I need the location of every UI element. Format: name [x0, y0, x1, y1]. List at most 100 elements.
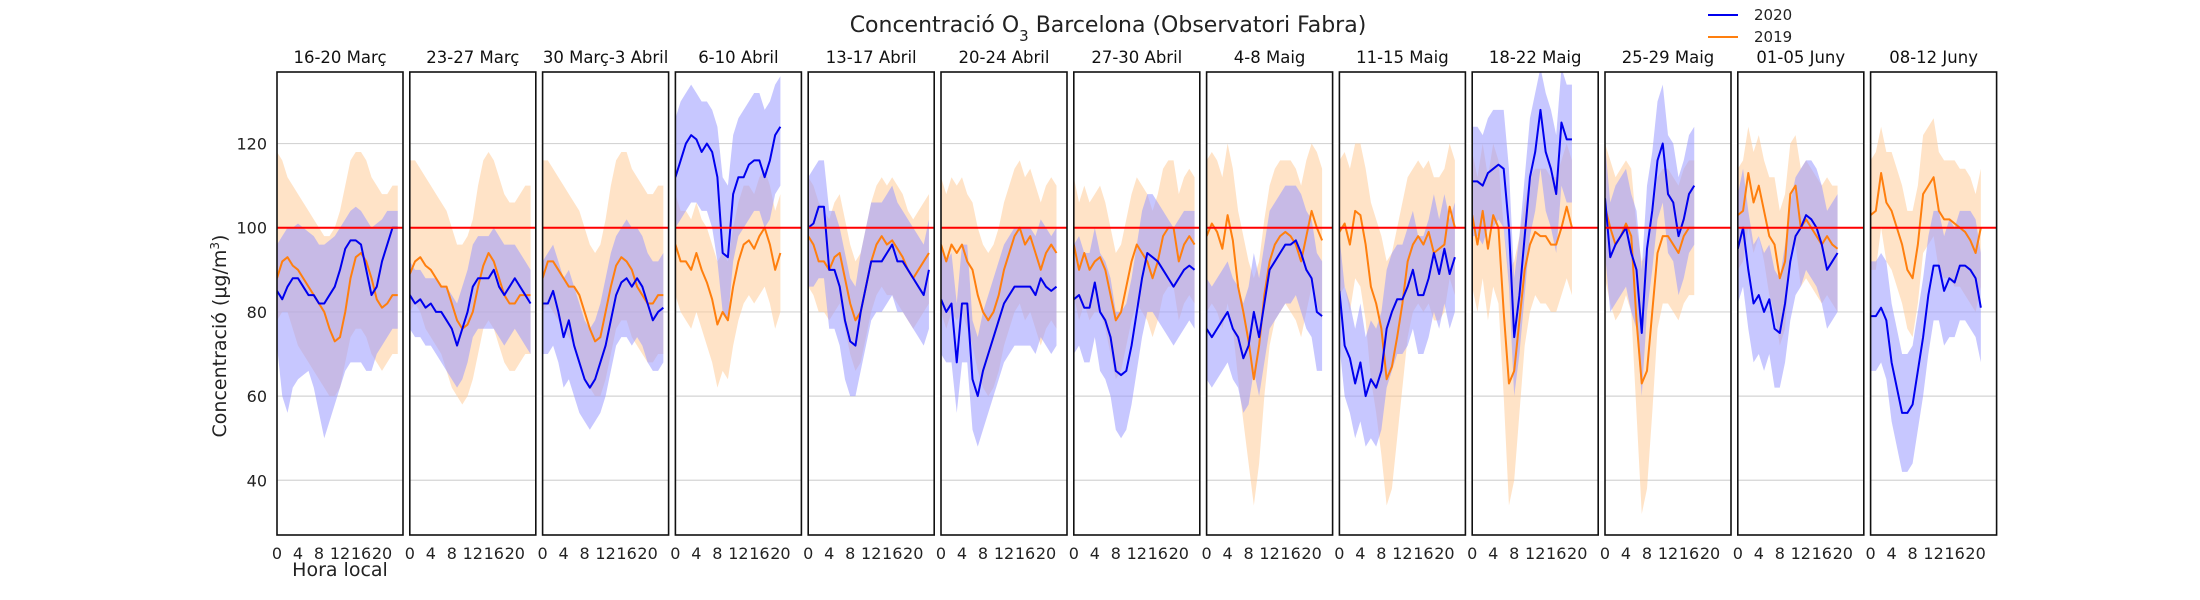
x-tick-label: 8 [712, 544, 722, 563]
x-tick-label: 4 [824, 544, 834, 563]
y-axis-ticks: 40 60 80 100 120 [236, 135, 267, 491]
panel: 23-27 Març 0 4 8 12 16 20 [405, 48, 537, 563]
panel-title: 30 Març-3 Abril [543, 48, 669, 67]
panel: 13-17 Abril 0 4 8 12 16 20 [803, 48, 936, 563]
panel-frame [940, 71, 1068, 536]
x-tick-label: 20 [1700, 544, 1720, 563]
panel-title: 16-20 Març [293, 48, 386, 67]
panel-frame [1338, 71, 1467, 536]
series-2019-line [1472, 205, 1573, 385]
x-tick-label: 8 [314, 544, 324, 563]
x-tick-label: 0 [405, 544, 415, 563]
x-tick-label: 8 [845, 544, 855, 563]
band-2020 [675, 76, 781, 321]
panel-plot [409, 151, 532, 405]
x-tick-label: 16 [1812, 544, 1832, 563]
x-tick-label: 4 [691, 544, 701, 563]
panel-title: 18-22 Maig [1489, 48, 1582, 67]
x-tick-label: 4 [559, 544, 569, 563]
band-2020 [1737, 160, 1838, 388]
panel-plot [675, 76, 782, 388]
x-tick-label: 16 [1413, 544, 1433, 563]
panel-frame [674, 71, 803, 536]
panel-plot [277, 151, 398, 439]
x-tick-label: 20 [1965, 544, 1985, 563]
panel-plot [1339, 143, 1456, 506]
x-tick-label: 20 [1434, 544, 1454, 563]
panel-title: 11-15 Maig [1356, 48, 1449, 67]
panel: 01-05 Juny 0 4 8 12 16 20 [1733, 48, 1865, 563]
x-tick-label: 20 [903, 544, 923, 563]
panel-title: 25-29 Maig [1622, 48, 1715, 67]
panel-title: 01-05 Juny [1756, 48, 1845, 67]
x-tick-label: 16 [749, 544, 769, 563]
x-tick-label: 0 [803, 544, 813, 563]
series-2019-line [1339, 205, 1456, 381]
panel-plot [1605, 84, 1696, 514]
x-tick-label: 4 [1355, 544, 1365, 563]
y-tick-label: 120 [236, 135, 267, 154]
series-2020-line [941, 277, 1058, 398]
x-tick-label: 0 [1600, 544, 1610, 563]
panel-frame [276, 71, 404, 536]
x-tick-label: 12 [330, 544, 350, 563]
x-tick-label: 12 [861, 544, 881, 563]
series-2019-line [1073, 226, 1196, 322]
panel: 08-12 Juny 0 4 8 12 16 20 [1866, 48, 1998, 563]
x-tick-label: 12 [994, 544, 1014, 563]
panel-frame [541, 71, 670, 536]
x-tick-label: 20 [1833, 544, 1853, 563]
panel-title: 27-30 Abril [1091, 48, 1182, 67]
x-tick-label: 20 [1301, 544, 1321, 563]
panel-title: 20-24 Abril [959, 48, 1050, 67]
x-tick-label: 20 [1567, 544, 1587, 563]
band-2019 [1472, 143, 1572, 506]
y-axis-label-main: Concentració (μg/m [209, 250, 231, 438]
y-tick-label: 100 [236, 219, 267, 238]
x-tick-label: 12 [595, 544, 615, 563]
x-tick-label: 4 [1887, 544, 1897, 563]
panel-plot [542, 151, 664, 430]
panel-plot [1206, 143, 1324, 506]
panel: 6-10 Abril 0 4 8 12 16 20 [670, 48, 803, 563]
x-tick-label: 8 [1509, 544, 1519, 563]
y-axis-label-end: ) [209, 235, 231, 242]
panel-frame [1471, 71, 1599, 536]
band-2020 [1339, 194, 1455, 447]
band-2020 [277, 206, 398, 439]
panel-title: 4-8 Maig [1234, 48, 1306, 67]
chart-title-subscript: 3 [1019, 27, 1029, 45]
x-tick-label: 16 [882, 544, 902, 563]
x-tick-label: 12 [728, 544, 748, 563]
band-2020 [1605, 84, 1695, 397]
legend: 2020 2019 [1708, 6, 1792, 46]
x-tick-label: 20 [637, 544, 657, 563]
x-tick-label: 16 [351, 544, 371, 563]
x-tick-label: 0 [670, 544, 680, 563]
x-tick-label: 8 [1642, 544, 1652, 563]
chart-title-main: Concentració O [850, 13, 1019, 38]
x-tick-label: 4 [426, 544, 436, 563]
band-2020 [409, 227, 531, 388]
x-tick-label: 8 [580, 544, 590, 563]
series-2020-line [1206, 239, 1323, 360]
x-tick-label: 12 [1259, 544, 1279, 563]
series-2019-line [409, 251, 531, 330]
x-tick-label: 20 [1036, 544, 1056, 563]
series-2020-line [1605, 142, 1696, 334]
x-tick-label: 8 [1111, 544, 1121, 563]
x-tick-label: 20 [505, 544, 525, 563]
series-2020-line [1737, 214, 1839, 334]
panel: 18-22 Maig 0 4 8 12 16 20 [1467, 48, 1599, 563]
x-tick-label: 16 [484, 544, 504, 563]
legend-label-2019: 2019 [1754, 28, 1792, 46]
series-2020-line [808, 205, 930, 347]
panel: 30 Març-3 Abril 0 4 8 12 16 20 [538, 48, 670, 563]
x-tick-label: 0 [1069, 544, 1079, 563]
panel-plot [1472, 72, 1573, 506]
panel-plot [1870, 118, 1982, 472]
panel: 4-8 Maig 0 4 8 12 16 20 [1202, 48, 1334, 563]
x-tick-label: 16 [1546, 544, 1566, 563]
